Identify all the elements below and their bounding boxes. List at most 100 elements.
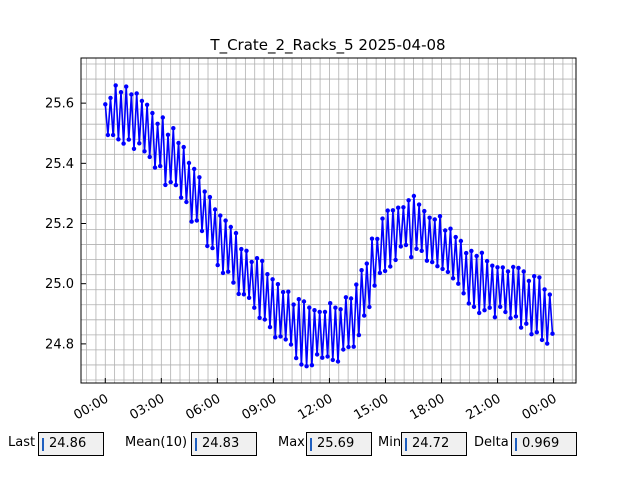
data-point bbox=[178, 195, 184, 200]
data-point bbox=[257, 315, 262, 320]
data-point bbox=[354, 282, 359, 287]
data-point bbox=[348, 296, 354, 301]
plot-frame bbox=[80, 57, 577, 384]
data-point bbox=[212, 207, 218, 212]
x-tick-label: 18:00 bbox=[408, 391, 448, 423]
x-tick-label: 00:00 bbox=[520, 391, 560, 423]
data-point bbox=[398, 244, 403, 249]
data-point bbox=[249, 259, 254, 265]
data-point bbox=[273, 335, 278, 340]
last-field[interactable]: 24.86 bbox=[38, 432, 104, 456]
data-point bbox=[294, 355, 299, 361]
min-field[interactable]: 24.72 bbox=[401, 432, 467, 456]
x-tick-label: 03:00 bbox=[127, 391, 167, 423]
chart-title: T_Crate_2_Racks_5 2025-04-08 bbox=[209, 36, 445, 55]
data-point bbox=[443, 228, 448, 233]
data-point bbox=[299, 362, 304, 367]
data-point bbox=[173, 182, 179, 188]
data-point bbox=[369, 236, 375, 241]
data-point bbox=[176, 140, 181, 146]
data-point bbox=[403, 242, 409, 248]
data-point bbox=[422, 208, 427, 214]
data-point bbox=[278, 334, 283, 339]
data-point bbox=[359, 268, 364, 273]
data-point bbox=[197, 175, 202, 180]
data-point bbox=[396, 205, 401, 210]
data-point bbox=[158, 163, 163, 169]
data-point bbox=[181, 144, 186, 150]
data-point bbox=[239, 246, 244, 252]
data-point bbox=[414, 246, 419, 251]
data-point bbox=[244, 248, 249, 253]
x-tick-label: 15:00 bbox=[352, 391, 392, 423]
data-point bbox=[304, 364, 309, 369]
data-point bbox=[270, 277, 275, 282]
data-point bbox=[220, 270, 226, 276]
data-point bbox=[142, 149, 147, 154]
data-point bbox=[110, 132, 116, 138]
data-point bbox=[500, 265, 505, 270]
data-point bbox=[322, 309, 328, 315]
data-point bbox=[108, 95, 113, 101]
data-point bbox=[186, 160, 192, 166]
data-point bbox=[194, 218, 199, 223]
delta-value: 0.969 bbox=[522, 436, 560, 451]
data-point bbox=[314, 352, 320, 357]
data-point bbox=[184, 199, 189, 205]
data-point bbox=[448, 226, 453, 231]
data-point bbox=[532, 274, 537, 279]
data-point bbox=[492, 315, 498, 320]
last-value: 24.86 bbox=[49, 436, 87, 451]
data-point bbox=[260, 258, 265, 264]
data-point bbox=[487, 305, 492, 310]
data-point bbox=[435, 264, 440, 269]
data-point bbox=[113, 83, 118, 88]
data-point bbox=[280, 289, 286, 295]
data-point bbox=[189, 219, 194, 224]
data-point bbox=[312, 308, 317, 313]
data-point bbox=[163, 182, 168, 188]
data-point bbox=[390, 208, 396, 213]
data-point bbox=[118, 90, 124, 95]
data-point bbox=[215, 262, 220, 268]
data-point bbox=[202, 189, 207, 194]
data-point bbox=[516, 265, 521, 271]
data-point bbox=[513, 314, 519, 319]
data-point bbox=[328, 301, 333, 306]
last-label: Last bbox=[8, 435, 36, 450]
data-point bbox=[301, 299, 307, 304]
y-tick-label: 25.6 bbox=[45, 97, 74, 112]
mean-field[interactable]: 24.83 bbox=[191, 432, 257, 456]
data-point bbox=[288, 342, 294, 347]
data-point bbox=[317, 309, 322, 315]
data-point bbox=[545, 341, 550, 346]
y-tick-label: 25.2 bbox=[45, 217, 74, 232]
data-point bbox=[155, 121, 160, 127]
data-point bbox=[440, 266, 445, 272]
data-point bbox=[226, 269, 231, 274]
data-point bbox=[537, 275, 542, 280]
data-point bbox=[291, 302, 296, 307]
data-point bbox=[233, 230, 239, 236]
min-label: Min bbox=[378, 435, 402, 450]
max-field[interactable]: 25.69 bbox=[306, 432, 372, 456]
data-point bbox=[482, 308, 487, 313]
data-point bbox=[474, 253, 479, 259]
delta-label: Delta bbox=[474, 435, 509, 450]
data-point bbox=[542, 287, 547, 292]
data-point bbox=[445, 269, 451, 275]
data-point bbox=[333, 305, 338, 310]
data-point bbox=[236, 291, 241, 297]
data-point bbox=[129, 92, 134, 97]
data-point bbox=[139, 98, 145, 104]
data-point bbox=[351, 344, 356, 349]
data-point bbox=[124, 84, 129, 89]
y-tick-label: 25.0 bbox=[45, 277, 74, 292]
x-tick-label: 21:00 bbox=[464, 391, 504, 423]
data-point bbox=[367, 304, 372, 310]
data-point bbox=[505, 269, 511, 274]
x-tick-label: 00:00 bbox=[71, 391, 111, 423]
data-point bbox=[479, 250, 485, 255]
min-value: 24.72 bbox=[412, 436, 450, 451]
delta-field[interactable]: 0.969 bbox=[511, 432, 577, 456]
